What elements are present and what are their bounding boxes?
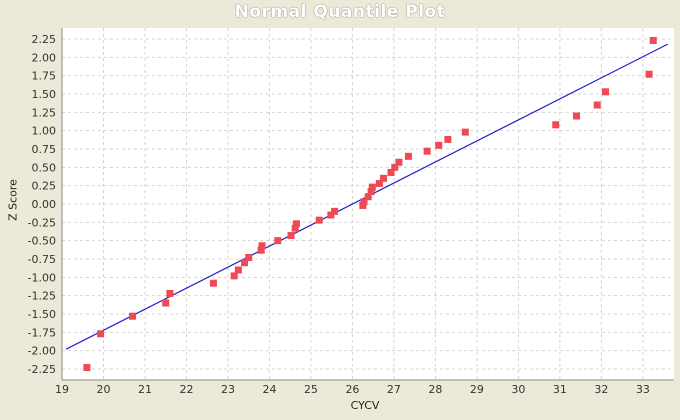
y-tick-label: -1.50 — [28, 308, 56, 321]
y-tick-label: 0.25 — [32, 180, 57, 193]
data-point — [391, 163, 399, 171]
x-tick-label: 25 — [304, 383, 318, 396]
data-point — [572, 112, 580, 120]
data-point — [404, 152, 412, 160]
x-tick-label: 28 — [428, 383, 442, 396]
y-tick-label: 1.00 — [32, 125, 57, 138]
y-tick-label: -0.75 — [28, 253, 56, 266]
data-point — [162, 299, 170, 307]
y-tick-label: 2.00 — [32, 51, 57, 64]
x-tick-label: 33 — [636, 383, 650, 396]
data-point — [234, 266, 242, 274]
data-point — [315, 216, 323, 224]
data-point — [230, 272, 238, 280]
x-tick-label: 23 — [221, 383, 235, 396]
data-point — [129, 312, 137, 320]
data-point — [387, 168, 395, 176]
data-point — [97, 330, 105, 338]
data-point — [649, 36, 657, 44]
data-point — [274, 237, 282, 245]
x-tick-label: 26 — [345, 383, 359, 396]
data-point — [331, 207, 339, 215]
x-tick-label: 32 — [594, 383, 608, 396]
data-point — [209, 279, 217, 287]
y-tick-label: 0.50 — [32, 161, 57, 174]
data-point — [368, 183, 376, 191]
data-point — [292, 220, 300, 228]
data-point — [258, 242, 266, 250]
data-point — [83, 364, 91, 372]
chart-title: Normal Quantile Plot — [234, 2, 446, 22]
data-point — [602, 88, 610, 96]
data-point — [645, 70, 653, 78]
data-point — [360, 198, 368, 206]
x-tick-label: 31 — [553, 383, 567, 396]
y-tick-label: -1.75 — [28, 326, 56, 339]
data-point — [593, 101, 601, 109]
y-tick-label: 1.25 — [32, 106, 57, 119]
x-tick-label: 22 — [179, 383, 193, 396]
data-point — [395, 158, 403, 166]
x-tick-label: 20 — [96, 383, 110, 396]
y-tick-label: -0.25 — [28, 216, 56, 229]
data-point — [367, 188, 375, 196]
x-tick-label: 19 — [55, 383, 69, 396]
y-tick-label: -2.00 — [28, 345, 56, 358]
data-point — [444, 135, 452, 143]
x-axis-title: CYCV — [350, 399, 380, 412]
y-tick-label: 0.00 — [32, 198, 57, 211]
data-point — [257, 246, 265, 254]
data-point — [166, 289, 174, 297]
data-point — [241, 259, 249, 267]
y-tick-label: -1.00 — [28, 271, 56, 284]
data-point — [287, 232, 295, 240]
x-tick-label: 27 — [387, 383, 401, 396]
x-tick-label: 29 — [470, 383, 484, 396]
y-tick-label: 2.25 — [32, 33, 57, 46]
y-tick-label: 1.75 — [32, 70, 57, 83]
y-tick-label: -1.25 — [28, 290, 56, 303]
data-point — [380, 174, 388, 182]
y-tick-label: -2.25 — [28, 363, 56, 376]
data-point — [375, 179, 383, 187]
data-point — [461, 128, 469, 136]
data-point — [435, 141, 443, 149]
y-tick-label: -0.50 — [28, 235, 56, 248]
x-tick-label: 21 — [138, 383, 152, 396]
x-tick-label: 24 — [262, 383, 276, 396]
data-point — [359, 201, 367, 209]
data-point — [552, 121, 560, 129]
data-point — [327, 211, 335, 219]
data-point — [245, 254, 253, 262]
data-point — [364, 193, 372, 201]
y-tick-label: 0.75 — [32, 143, 57, 156]
x-tick-label: 30 — [511, 383, 525, 396]
y-tick-label: 1.50 — [32, 88, 57, 101]
data-point — [291, 224, 299, 232]
data-point — [423, 147, 431, 155]
